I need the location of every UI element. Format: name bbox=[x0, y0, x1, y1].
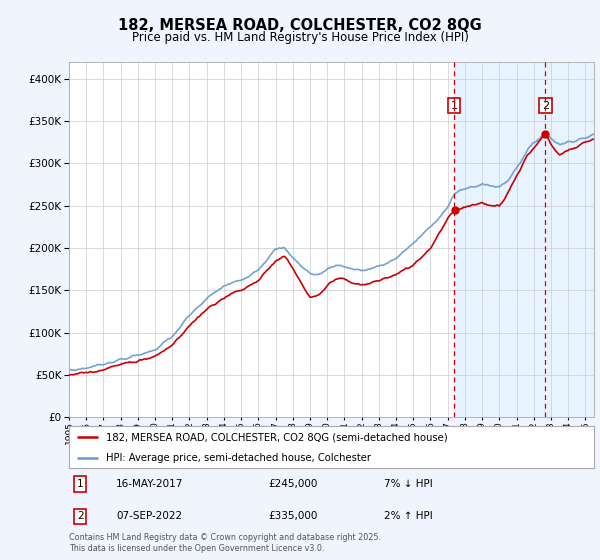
Text: 2: 2 bbox=[77, 511, 83, 521]
Text: HPI: Average price, semi-detached house, Colchester: HPI: Average price, semi-detached house,… bbox=[106, 454, 371, 463]
Text: 2: 2 bbox=[542, 101, 549, 111]
Text: 2% ↑ HPI: 2% ↑ HPI bbox=[384, 511, 433, 521]
Text: Contains HM Land Registry data © Crown copyright and database right 2025.
This d: Contains HM Land Registry data © Crown c… bbox=[69, 533, 381, 553]
Text: 7% ↓ HPI: 7% ↓ HPI bbox=[384, 479, 433, 489]
Text: 1: 1 bbox=[451, 101, 458, 111]
Text: £335,000: £335,000 bbox=[269, 511, 318, 521]
Text: 182, MERSEA ROAD, COLCHESTER, CO2 8QG: 182, MERSEA ROAD, COLCHESTER, CO2 8QG bbox=[118, 18, 482, 33]
Text: Price paid vs. HM Land Registry's House Price Index (HPI): Price paid vs. HM Land Registry's House … bbox=[131, 31, 469, 44]
Text: £245,000: £245,000 bbox=[269, 479, 318, 489]
Text: 1: 1 bbox=[77, 479, 83, 489]
Text: 07-SEP-2022: 07-SEP-2022 bbox=[116, 511, 182, 521]
Text: 16-MAY-2017: 16-MAY-2017 bbox=[116, 479, 184, 489]
Text: 182, MERSEA ROAD, COLCHESTER, CO2 8QG (semi-detached house): 182, MERSEA ROAD, COLCHESTER, CO2 8QG (s… bbox=[106, 432, 448, 442]
